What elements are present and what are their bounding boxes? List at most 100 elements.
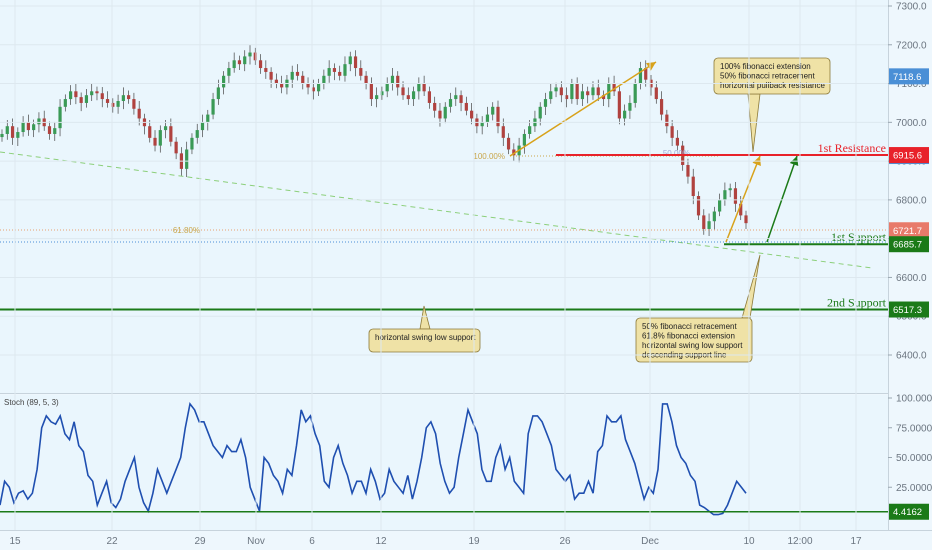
candle-body [211, 99, 215, 115]
candle-body [169, 126, 173, 142]
candle-body [369, 83, 373, 100]
candle-body [733, 188, 738, 204]
candle-body [100, 93, 104, 100]
candle-body [512, 149, 516, 156]
candle-body [190, 137, 194, 150]
date-tick-label: Dec [641, 536, 659, 547]
candle-body [95, 91, 99, 94]
candle-body [327, 68, 331, 76]
candle-body [448, 99, 453, 107]
price-tick-label: 7100.0 [896, 79, 927, 90]
stoch-tick-label: 50.0000 [896, 453, 932, 464]
candle-body [644, 68, 648, 80]
candle-body [570, 83, 574, 100]
candle-body [316, 83, 321, 92]
candle-body [528, 126, 532, 134]
candle-body [290, 71, 294, 80]
candle-body [422, 83, 426, 92]
candle-body [659, 99, 664, 115]
descending-support-line [0, 151, 873, 269]
candle-body [385, 83, 389, 92]
note-support-line: horizontal swing low support [642, 341, 743, 350]
candle-body [163, 126, 168, 131]
stoch-tick-label: 75.0000 [896, 423, 932, 434]
candle-body [274, 79, 278, 84]
candle-body [739, 203, 743, 216]
candle-body [396, 75, 400, 88]
candle-body [427, 91, 432, 103]
candle-body [390, 75, 395, 84]
candle-body [121, 95, 125, 102]
candle-body [633, 83, 637, 103]
candle-body [628, 102, 632, 111]
candle-body [237, 60, 242, 65]
candle-body [470, 110, 474, 119]
candle-body [206, 114, 210, 123]
level-tag-text: 6517.3 [893, 305, 922, 316]
note-support [635, 317, 753, 363]
candle-body [496, 106, 500, 127]
stochastic-title: Stoch (89, 5, 3) [4, 398, 59, 407]
candle-body [686, 164, 690, 177]
candle-body [222, 75, 226, 88]
price-tags-layer: 7118.66913.16721.76915.66685.76517.34.41… [889, 68, 929, 520]
candle-body [105, 99, 110, 103]
candle-body [538, 106, 542, 119]
candle-body [728, 188, 732, 191]
candle-body [348, 56, 352, 65]
candle-body [617, 91, 621, 119]
candle-body [111, 102, 115, 107]
candle-body [554, 87, 558, 92]
candle-body [195, 130, 199, 138]
candle-body [522, 133, 526, 146]
candle-body [491, 106, 495, 115]
candle-body [401, 87, 405, 96]
price-tag [889, 68, 929, 85]
candle-body [280, 83, 284, 88]
candle-body [375, 95, 379, 100]
candle-body [185, 149, 189, 169]
candle-body [301, 75, 305, 84]
note-resistance-line: 100% fibonacci extension [720, 62, 811, 71]
level-tag [889, 236, 929, 253]
level-label: 2nd Support [827, 296, 887, 310]
arrow-up-1-head [645, 62, 656, 71]
note-horizontal-support [368, 328, 481, 353]
fib-618-label: 61.80% [173, 226, 200, 235]
candle-body [601, 95, 606, 100]
price-tick-label: 6400.0 [896, 351, 927, 362]
candle-body [68, 91, 73, 100]
candle-body [137, 108, 141, 119]
candle-body [332, 68, 337, 72]
candle-body [153, 137, 157, 146]
candle-body [5, 126, 9, 134]
note-support-line: 61.8% fibonacci extension [642, 332, 735, 341]
candle-body [575, 83, 579, 100]
price-tag-text: 7118.6 [893, 72, 921, 83]
candle-body [454, 95, 458, 100]
candle-body [480, 122, 484, 127]
candle-body [53, 128, 57, 134]
stochastic-pane[interactable] [0, 395, 888, 530]
date-tick-label: 22 [106, 536, 118, 547]
fib-50-label: 50.00% [663, 149, 690, 158]
arrow-up-1 [509, 61, 657, 157]
candle-body [148, 126, 152, 138]
stoch-tick-label: 100.0000 [896, 394, 932, 405]
candle-body [670, 126, 674, 138]
candle-body [654, 87, 658, 100]
stochastic-layer [0, 402, 888, 516]
price-tag-text: 6721.7 [893, 226, 922, 237]
candle-body [264, 68, 268, 72]
candle-body [559, 87, 563, 96]
arrow-up-2 [725, 155, 761, 243]
candle-body [74, 91, 78, 98]
candle-body [696, 196, 701, 216]
candle-body [485, 114, 490, 123]
stochastic-tag-text: 4.4162 [893, 507, 922, 518]
candle-body [607, 83, 611, 100]
candle-body [253, 52, 257, 61]
candle-body [364, 75, 368, 84]
candle-body [258, 60, 263, 69]
